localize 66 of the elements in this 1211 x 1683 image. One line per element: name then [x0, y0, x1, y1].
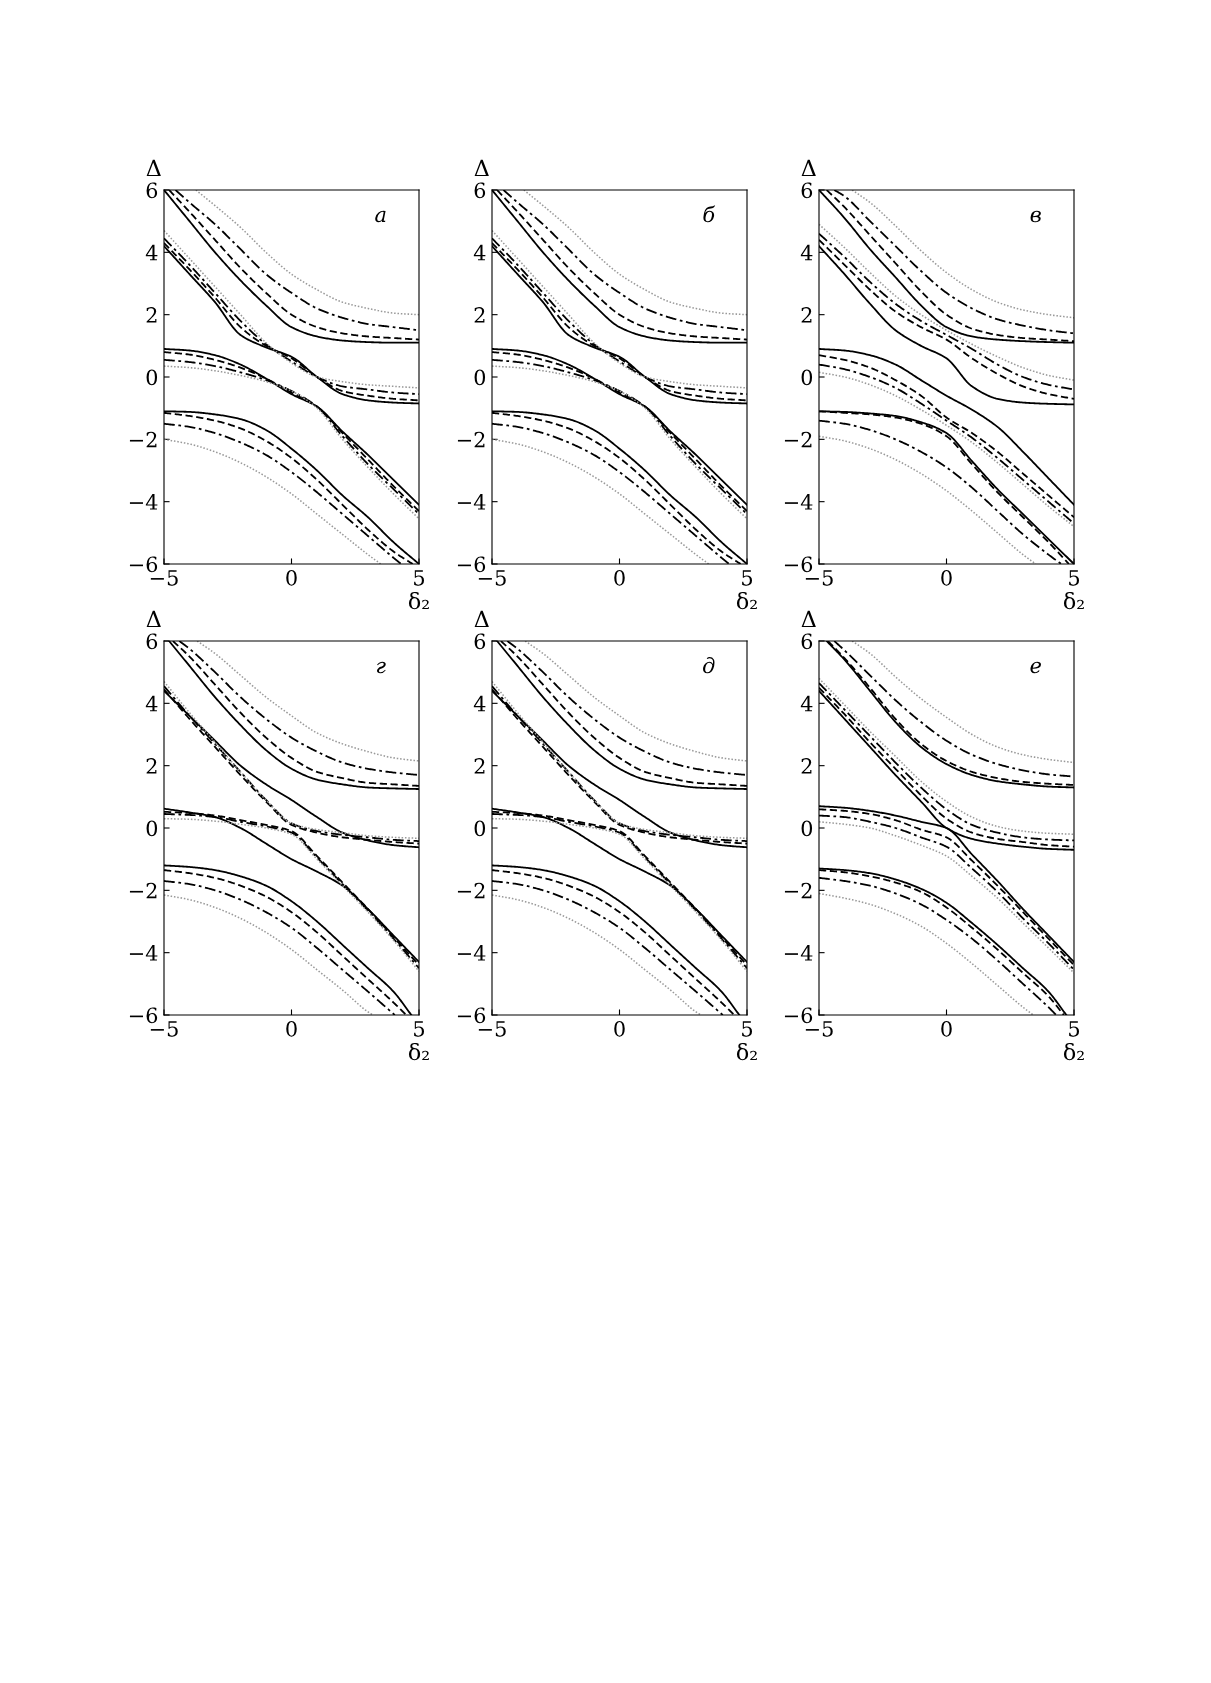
y-tick-label: 4	[800, 244, 813, 261]
x-tick-label: 5	[742, 1021, 753, 1037]
x-tick-label: 0	[614, 1020, 625, 1037]
y-tick-label: 2	[146, 758, 157, 774]
x-tick-label: 0	[614, 569, 625, 586]
y-tick-label: −4	[784, 494, 813, 510]
x-tick-label: 5	[742, 570, 753, 586]
y-axis-title: Δ	[146, 159, 161, 177]
annotation: б	[703, 205, 716, 223]
x-axis-title: δ₂	[736, 591, 757, 610]
y-tick-label: 4	[473, 695, 486, 712]
y-tick-label: 2	[801, 758, 812, 774]
y-axis-title: Δ	[474, 610, 489, 628]
y-tick-label: 4	[145, 244, 158, 261]
y-tick-label: 6	[146, 633, 158, 650]
y-tick-label: 4	[145, 695, 158, 712]
x-tick-label: 5	[1069, 570, 1080, 586]
x-axis-title: δ₂	[736, 1042, 757, 1061]
y-axis-title: Δ	[801, 610, 816, 628]
y-axis-title: Δ	[474, 159, 489, 177]
x-axis-title: δ₂	[408, 591, 429, 610]
y-tick-label: 0	[801, 369, 813, 386]
y-tick-label: 0	[801, 820, 813, 837]
y-tick-label: 6	[474, 633, 486, 650]
y-tick-label: −2	[129, 431, 157, 448]
annotation: д	[703, 657, 715, 674]
y-tick-label: −4	[457, 494, 486, 510]
y-tick-label: 4	[473, 244, 486, 261]
y-tick-label: 2	[146, 307, 157, 323]
x-axis-title: δ₂	[1063, 591, 1084, 610]
x-tick-label: 5	[414, 1021, 425, 1037]
y-tick-label: −2	[784, 882, 812, 899]
x-tick-label: 0	[286, 569, 297, 586]
y-tick-label: 2	[474, 307, 485, 323]
y-tick-label: −2	[457, 882, 485, 899]
y-tick-label: 2	[801, 307, 812, 323]
y-tick-label: 0	[474, 820, 486, 837]
x-tick-label: 5	[414, 570, 425, 586]
y-tick-label: 6	[801, 182, 813, 199]
x-tick-label: 0	[286, 1020, 297, 1037]
y-axis-title: Δ	[801, 159, 816, 177]
x-tick-label: 0	[941, 1020, 952, 1037]
y-tick-label: 0	[146, 820, 158, 837]
x-tick-label: 0	[941, 569, 952, 586]
x-axis-title: δ₂	[408, 1042, 429, 1061]
x-tick-label: 5	[1069, 1021, 1080, 1037]
y-tick-label: 6	[146, 182, 158, 199]
y-tick-label: −4	[129, 494, 158, 510]
y-tick-label: −2	[129, 882, 157, 899]
y-tick-label: −4	[129, 945, 158, 961]
y-axis-title: Δ	[146, 610, 161, 628]
y-tick-label: 6	[801, 633, 813, 650]
annotation: г	[376, 661, 386, 674]
annotation: в	[1030, 210, 1041, 223]
y-tick-label: −4	[457, 945, 486, 961]
y-tick-label: 0	[474, 369, 486, 386]
y-tick-label: −2	[457, 431, 485, 448]
annotation: а	[375, 210, 386, 223]
y-tick-label: −4	[784, 945, 813, 961]
annotation: е	[1030, 661, 1041, 674]
x-axis-title: δ₂	[1063, 1042, 1084, 1061]
y-tick-label: −2	[784, 431, 812, 448]
y-tick-label: 0	[146, 369, 158, 386]
y-tick-label: 4	[800, 695, 813, 712]
y-tick-label: 6	[474, 182, 486, 199]
y-tick-label: 2	[474, 758, 485, 774]
